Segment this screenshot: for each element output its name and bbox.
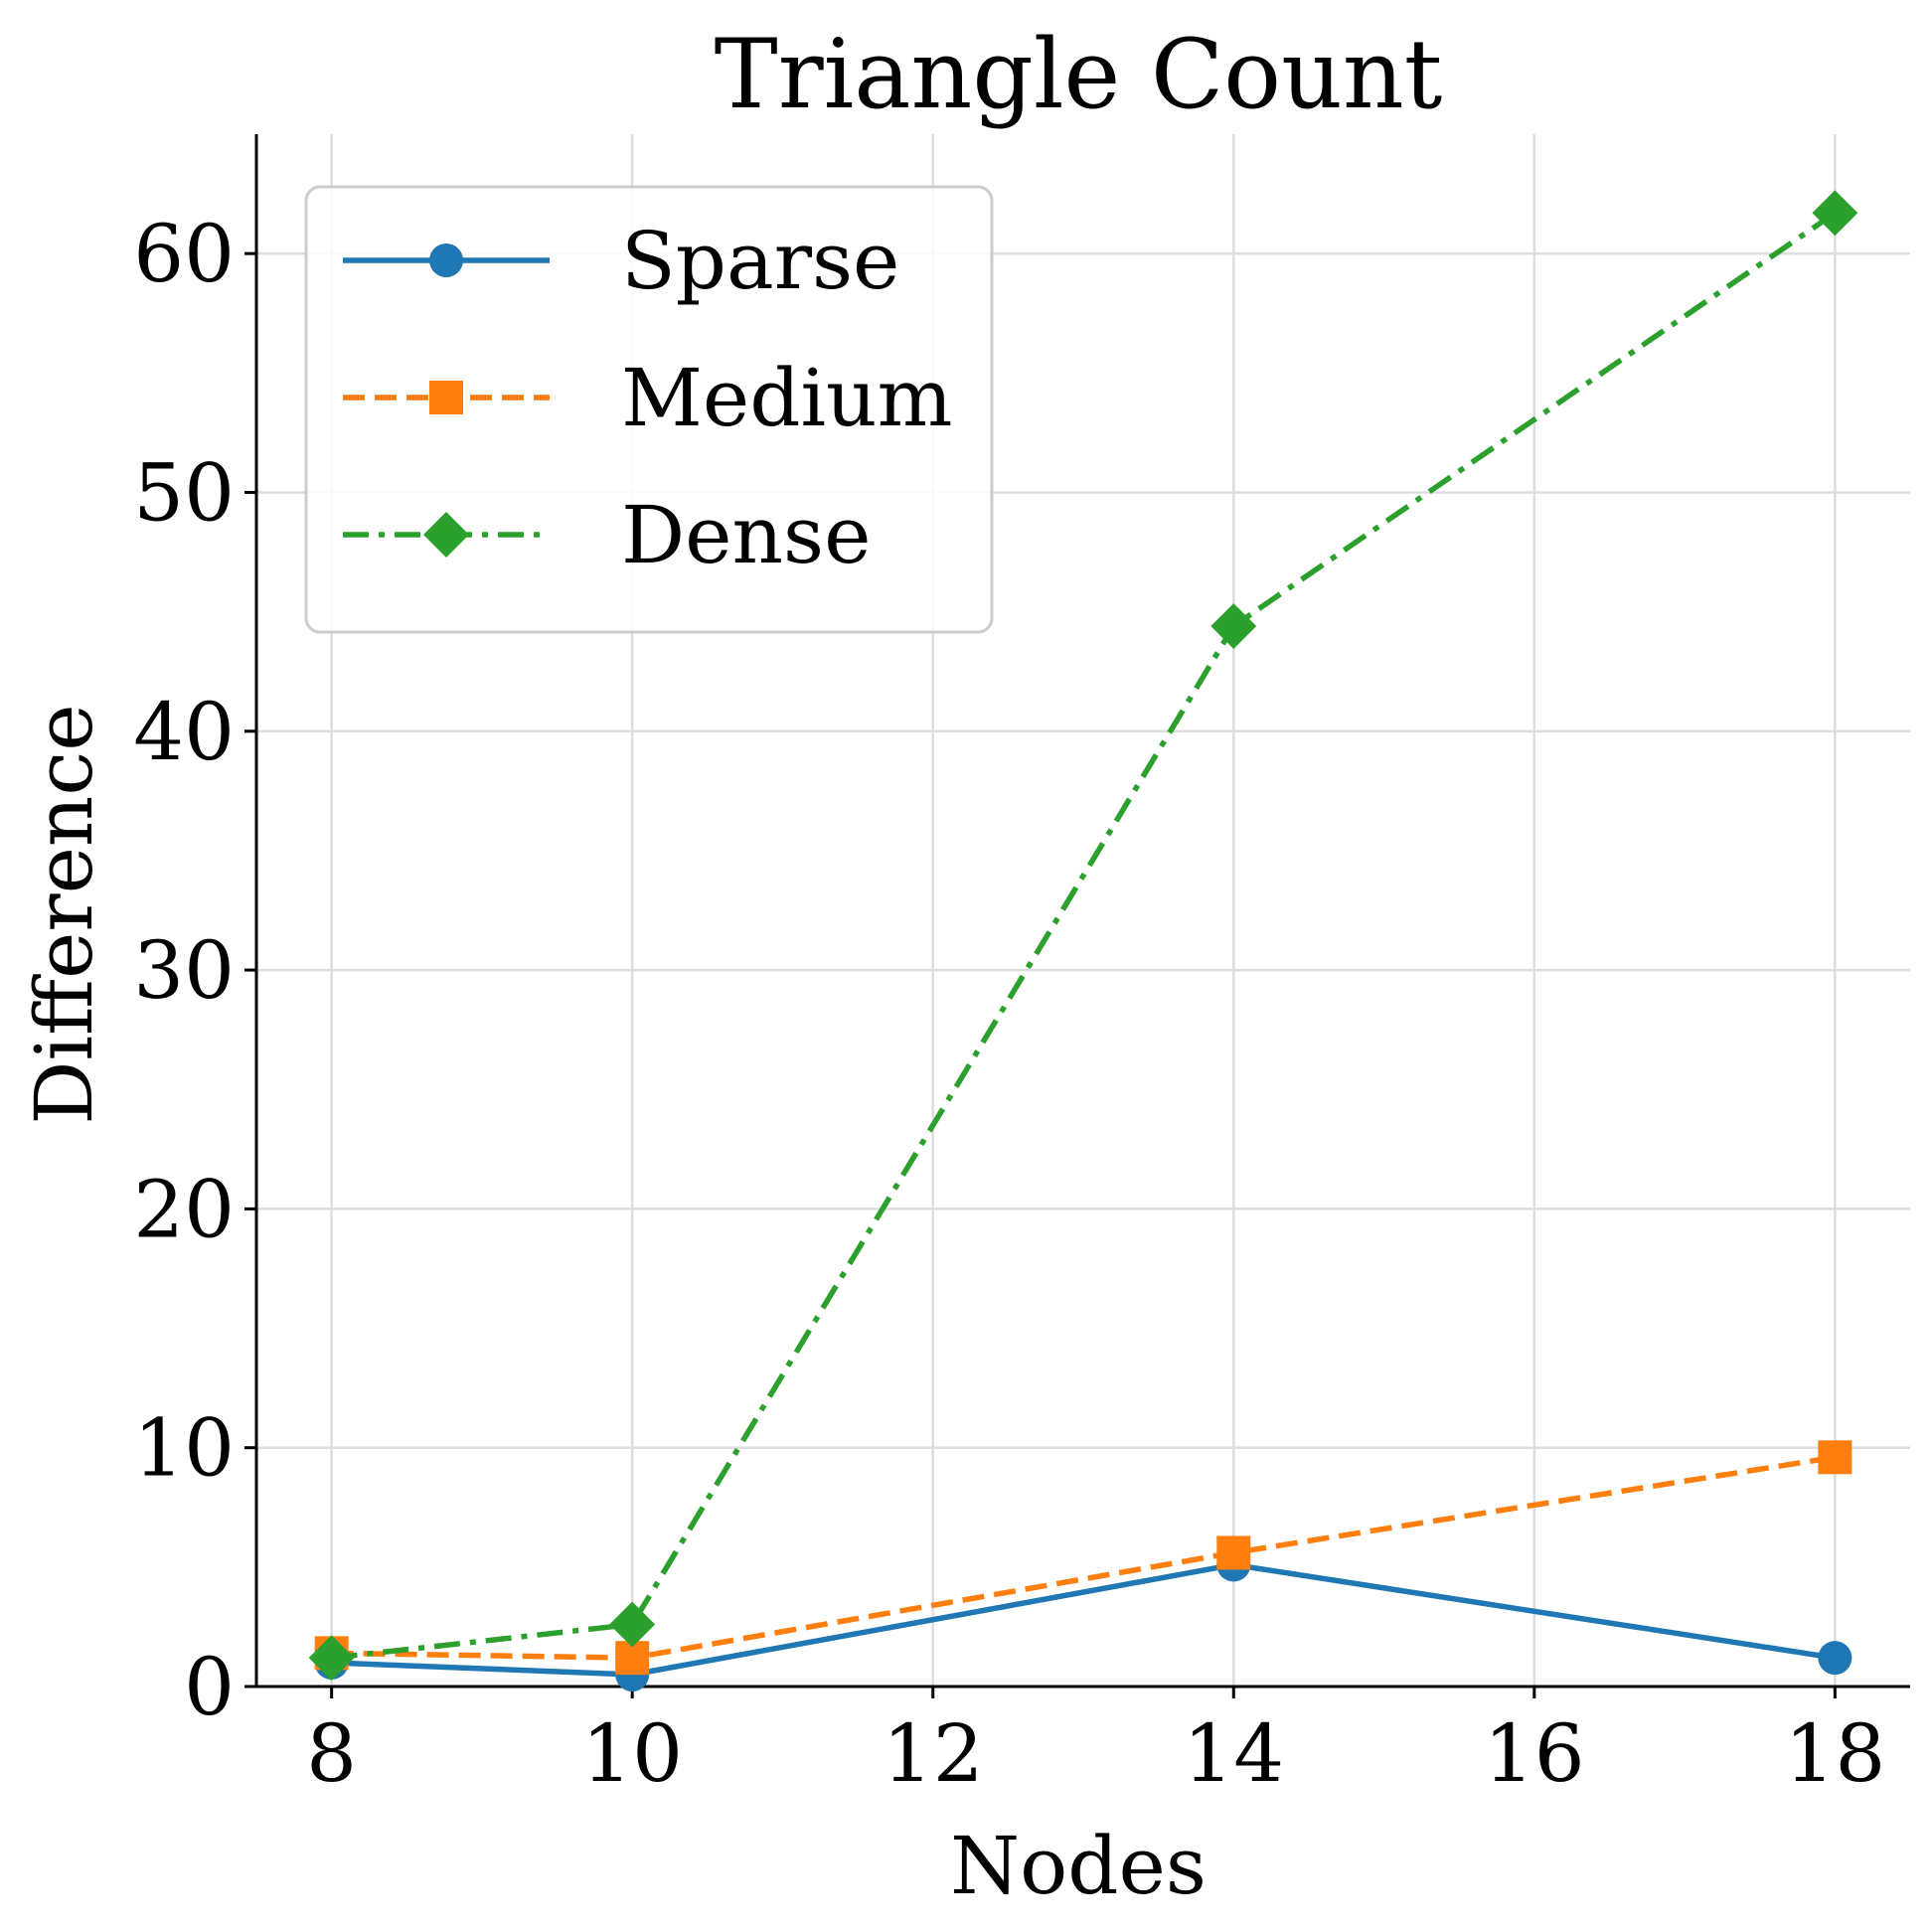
legend-marker-dense <box>423 512 469 558</box>
series-line-sparse <box>331 1561 1836 1678</box>
data-point-dense-10 <box>609 1601 656 1648</box>
chart-title: Triangle Count <box>715 19 1443 130</box>
tick-labels: 8 10 12 14 16 18 0 10 20 30 40 50 60 <box>133 208 1885 1800</box>
legend-label-sparse: Sparse <box>621 215 899 307</box>
data-point-dense-18 <box>1812 190 1858 237</box>
x-tick-label-8: 8 <box>306 1707 357 1800</box>
legend: Sparse Medium Dense <box>304 185 994 634</box>
y-tick-label-60: 60 <box>133 208 235 300</box>
x-tick-label-16: 16 <box>1484 1707 1585 1800</box>
y-tick-label-20: 20 <box>133 1163 235 1255</box>
x-axis-label: Nodes <box>950 1820 1207 1912</box>
series-dense <box>308 190 1858 1682</box>
y-tick-label-30: 30 <box>133 924 235 1017</box>
legend-frame <box>304 185 994 634</box>
series-layer <box>308 190 1858 1691</box>
legend-marker-medium <box>429 381 463 414</box>
series-line-dense <box>331 211 1837 1661</box>
x-tick-label-18: 18 <box>1784 1707 1885 1800</box>
series-line-medium <box>331 1454 1836 1661</box>
y-tick-label-40: 40 <box>133 686 235 778</box>
data-point-sparse-18 <box>1818 1641 1852 1676</box>
legend-marker-sparse <box>429 243 463 277</box>
x-tick-label-10: 10 <box>581 1707 683 1800</box>
legend-item-dense: Dense <box>343 489 871 581</box>
y-tick-label-0: 0 <box>184 1641 235 1733</box>
series-medium <box>314 1440 1852 1676</box>
legend-label-medium: Medium <box>621 352 952 444</box>
data-point-dense-14 <box>1210 603 1257 649</box>
legend-item-sparse: Sparse <box>343 215 899 307</box>
y-tick-label-10: 10 <box>133 1402 235 1495</box>
y-tick-label-50: 50 <box>133 446 235 539</box>
legend-item-medium: Medium <box>343 352 952 444</box>
series-sparse <box>314 1547 1852 1691</box>
data-point-medium-18 <box>1818 1440 1852 1475</box>
y-axis-label: Difference <box>18 704 110 1124</box>
data-point-dense-8 <box>308 1635 355 1682</box>
x-tick-label-14: 14 <box>1183 1707 1284 1800</box>
data-point-medium-14 <box>1216 1535 1251 1570</box>
axes <box>244 134 1910 1698</box>
x-tick-label-12: 12 <box>883 1707 984 1800</box>
legend-label-dense: Dense <box>621 489 871 581</box>
